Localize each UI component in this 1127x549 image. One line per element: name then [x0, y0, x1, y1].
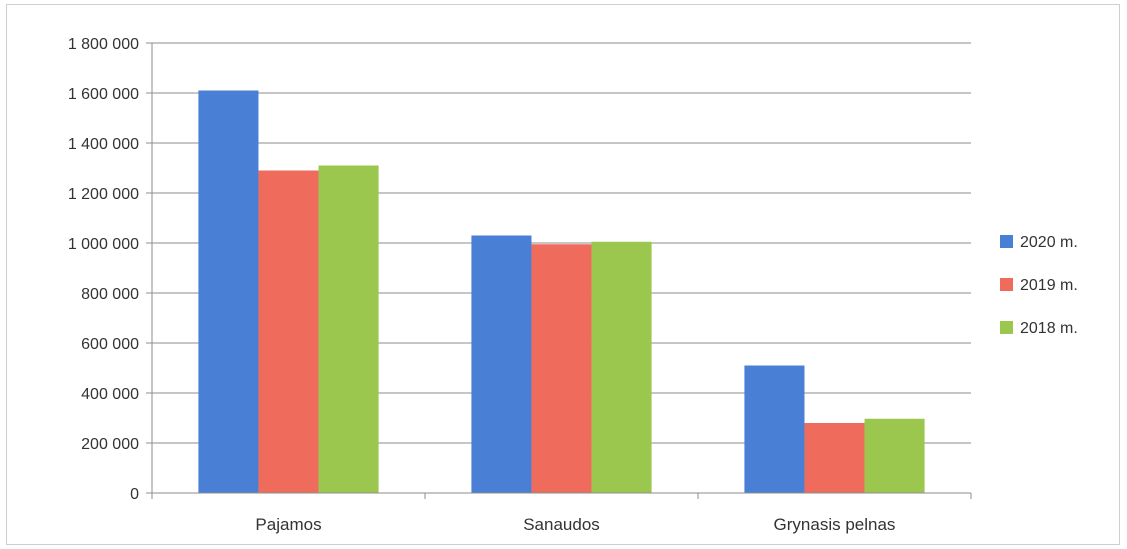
y-tick-label: 1 200 000 [68, 186, 139, 203]
bar-3-2 [591, 241, 652, 493]
category-labels: Pajamos Sanaudos Grynasis pelnas [255, 515, 895, 534]
y-tick-label: 1 400 000 [68, 136, 139, 153]
y-tick-labels: 0 200 000 400 000 600 000 800 000 1 000 000 1 … [68, 36, 139, 503]
legend: 2020 m. 2019 m. 2018 m. [1000, 234, 1078, 337]
y-tick-label: 1 600 000 [68, 86, 139, 103]
y-tick-label: 200 000 [81, 436, 139, 453]
legend-label: 2018 m. [1020, 320, 1078, 337]
y-tick-label: 800 000 [81, 286, 139, 303]
legend-swatch [1000, 235, 1013, 248]
bar-1-2 [471, 235, 532, 493]
y-tick-label: 1 800 000 [68, 36, 139, 53]
legend-label: 2019 m. [1020, 277, 1078, 294]
axes [146, 42, 972, 499]
y-tick-label: 400 000 [81, 386, 139, 403]
bar-1-1 [198, 90, 259, 493]
bar-1-3 [744, 365, 805, 493]
bar-2-1 [258, 170, 319, 493]
category-label: Pajamos [255, 515, 321, 534]
legend-label: 2020 m. [1020, 234, 1078, 251]
bar-3-1 [318, 165, 379, 493]
bar-2-3 [804, 423, 865, 493]
y-tick-label: 0 [130, 486, 139, 503]
bar-2-2 [531, 244, 592, 493]
legend-swatch [1000, 321, 1013, 334]
category-label: Sanaudos [523, 515, 600, 534]
bar-3-3 [864, 418, 925, 493]
legend-swatch [1000, 278, 1013, 291]
bars [198, 90, 925, 493]
category-label: Grynasis pelnas [774, 515, 896, 534]
y-tick-label: 1 000 000 [68, 236, 139, 253]
y-tick-label: 600 000 [81, 336, 139, 353]
